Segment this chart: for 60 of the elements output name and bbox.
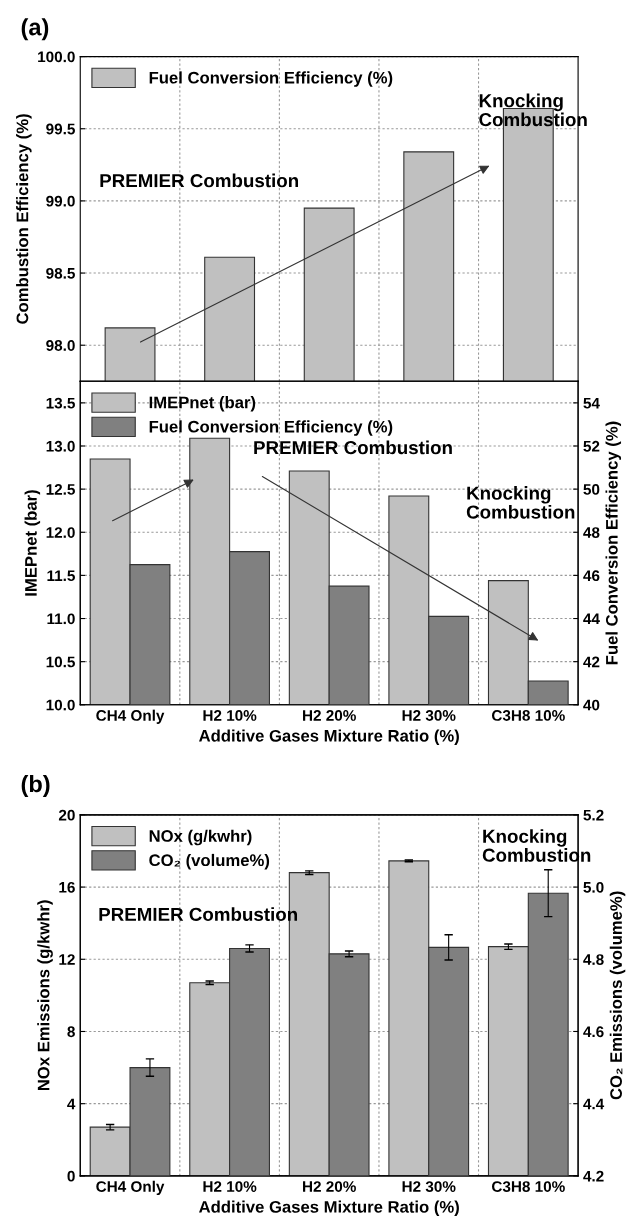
x-tick-label: H2 30%: [402, 1181, 456, 1192]
x-tick-label: H2 10%: [203, 1181, 257, 1192]
x-tick-label: CH4 Only: [96, 709, 165, 724]
y-tick-label: 20: [58, 809, 75, 821]
y2-tick-label: 4.6: [583, 1026, 604, 1038]
x-tick-label: H2 10%: [203, 710, 257, 721]
y2-tick-label: 46: [583, 570, 600, 582]
y-tick-label: 8: [67, 1026, 75, 1038]
x-tick-label: CH4 Only: [96, 1180, 165, 1195]
legend-label: Fuel Conversion Efficiency (%): [149, 420, 393, 436]
legend-label: NOx (g/kwhr): [149, 829, 252, 846]
legend-label: CO₂ (volume%): [149, 853, 270, 870]
y-tick-label: 10.5: [46, 656, 75, 668]
y2-tick-label: 4.8: [583, 954, 604, 965]
y2-tick-label: 54: [583, 397, 600, 409]
annotation: Knocking Combustion: [466, 486, 575, 519]
y-tick-label: 12.0: [46, 527, 75, 538]
y2-tick-label: 4.2: [583, 1170, 604, 1182]
y-tick-label: 13.0: [46, 440, 75, 452]
y2-tick-label: 44: [583, 613, 600, 625]
y-tick-label: 99.5: [46, 123, 75, 135]
y-tick-label: 98.0: [46, 340, 75, 351]
y-tick-label: 12: [59, 954, 75, 965]
y-tick-label: 100.0: [38, 51, 75, 63]
x-tick-label: H2 20%: [303, 1181, 356, 1192]
legend-label: IMEPnet (bar): [149, 396, 256, 412]
x-tick-label: C3H8 10%: [492, 1181, 565, 1192]
y2-tick-label: 50: [583, 484, 600, 495]
y-tick-label: 12.5: [46, 484, 75, 495]
y2-axis-title: Fuel Conversion Efficiency (%): [605, 421, 622, 665]
y-tick-label: 98.5: [46, 267, 75, 279]
y-axis-title: Combustion Efficiency (%): [16, 114, 32, 324]
x-tick-label: H2 30%: [402, 710, 456, 721]
y-tick-label: 11.5: [47, 570, 75, 582]
y-tick-label: 16: [59, 881, 75, 893]
y-tick-label: 0: [67, 1170, 75, 1182]
y-tick-label: 99.0: [46, 195, 75, 207]
legend-label: Fuel Conversion Efficiency (%): [149, 71, 393, 87]
y-tick-label: 10.0: [46, 699, 75, 711]
y2-tick-label: 42: [583, 656, 600, 668]
y-tick-label: 4: [67, 1098, 76, 1110]
y2-tick-label: 5.2: [583, 809, 604, 821]
chart-title: (a): [21, 18, 49, 41]
annotation: PREMIER Combustion: [254, 440, 452, 455]
annotation: PREMIER Combustion: [100, 173, 299, 188]
x-axis-title: Additive Gases Mixture Ratio (%): [199, 729, 459, 745]
y-tick-label: 11.0: [47, 613, 75, 625]
y2-axis-title: CO₂ Emissions (volume%): [609, 891, 626, 1100]
y-axis-title: IMEPnet (bar): [24, 490, 41, 596]
y-tick-label: 13.5: [46, 397, 75, 409]
x-tick-label: C3H8 10%: [492, 710, 565, 721]
y2-tick-label: 48: [583, 527, 600, 538]
chart-title: (b): [21, 774, 50, 797]
y-axis-title: NOx Emissions (g/kwhr): [37, 900, 53, 1091]
y2-tick-label: 40: [583, 699, 600, 711]
x-axis-title: Additive Gases Mixture Ratio (%): [199, 1200, 459, 1217]
y2-tick-label: 52: [583, 440, 600, 452]
y2-tick-label: 5.0: [583, 881, 604, 893]
x-tick-label: H2 20%: [303, 710, 356, 721]
y2-tick-label: 4.4: [583, 1098, 605, 1110]
